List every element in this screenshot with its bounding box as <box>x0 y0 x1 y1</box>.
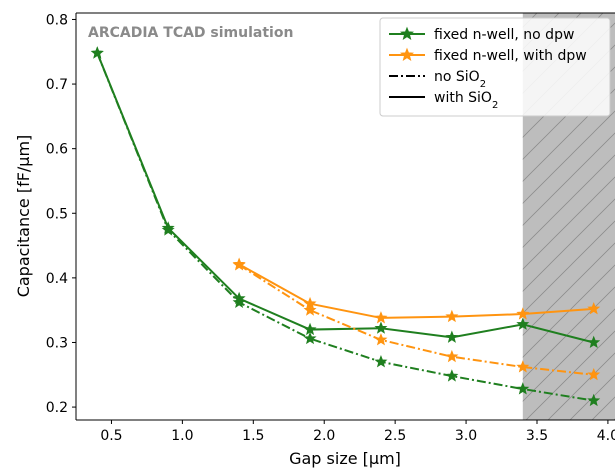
x-axis-title: Gap size [μm] <box>289 449 401 468</box>
data-point <box>516 317 530 330</box>
data-point <box>445 330 459 343</box>
data-point <box>516 382 530 395</box>
data-point <box>374 311 388 324</box>
data-point <box>90 46 104 59</box>
data-point <box>374 355 388 368</box>
y-tick-label: 0.7 <box>46 77 68 93</box>
y-tick-label: 0.6 <box>46 142 68 158</box>
legend: fixed n-well, no dpw fixed n-well, with d… <box>379 17 611 117</box>
legend-label: with SiO2 <box>434 90 498 111</box>
series-line-3 <box>238 263 594 319</box>
data-point <box>445 369 459 382</box>
legend-subscript: 2 <box>480 79 486 90</box>
data-point <box>587 302 601 315</box>
legend-label: fixed n-well, no dpw <box>434 27 574 43</box>
series-line-2 <box>96 52 594 402</box>
x-tick-label: 2.0 <box>313 428 335 444</box>
y-tick-label: 0.5 <box>46 206 68 222</box>
data-point <box>445 309 459 323</box>
series-line-4 <box>238 264 594 376</box>
data-point <box>516 360 530 373</box>
y-axis-title: Capacitance [fF/μm] <box>14 135 33 298</box>
x-tick-label: 4.0 <box>597 428 615 444</box>
x-tick-label: 3.5 <box>526 428 548 444</box>
y-tick-label: 0.2 <box>46 400 68 416</box>
x-tick-label: 1.0 <box>171 428 193 444</box>
legend-label: fixed n-well, with dpw <box>434 48 587 64</box>
series-line-1 <box>96 52 594 344</box>
data-point <box>374 321 388 334</box>
x-tick-label: 0.5 <box>100 428 122 444</box>
legend-frame <box>379 17 611 117</box>
data-point <box>587 367 601 381</box>
x-tick-label: 1.5 <box>242 428 264 444</box>
data-point <box>303 303 317 316</box>
data-point <box>161 223 175 236</box>
data-point <box>587 335 601 348</box>
y-tick-label: 0.3 <box>46 335 68 351</box>
legend-marker <box>399 26 415 40</box>
data-point <box>445 349 459 363</box>
data-point <box>232 258 246 271</box>
x-tick-label: 3.0 <box>455 428 477 444</box>
data-point <box>232 295 246 308</box>
y-tick-label: 0.4 <box>46 271 68 287</box>
data-point <box>303 331 317 345</box>
legend-marker <box>399 47 415 61</box>
x-tick-label: 2.5 <box>384 428 406 444</box>
data-point <box>516 307 530 320</box>
data-point <box>374 333 388 346</box>
legend-subscript: 2 <box>492 100 498 111</box>
y-tick-label: 0.8 <box>46 12 68 28</box>
legend-label: no SiO2 <box>434 69 486 90</box>
chart-annotation: ARCADIA TCAD simulation <box>88 25 293 41</box>
data-point <box>587 393 601 407</box>
